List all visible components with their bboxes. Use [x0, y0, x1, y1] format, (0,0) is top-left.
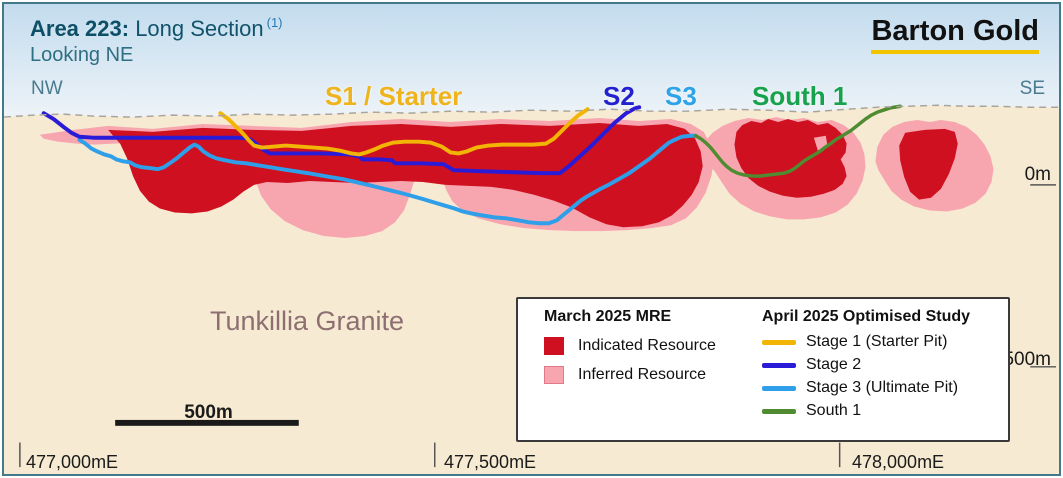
legend-mre-title: March 2025 MRE	[544, 308, 672, 325]
sky-background	[4, 4, 1059, 127]
direction-label-nw: NW	[31, 78, 63, 99]
legend-item-label: Stage 1 (Starter Pit)	[806, 333, 948, 350]
stage3-ultimate-pit-line	[77, 133, 698, 226]
stage2-pit-line	[41, 105, 642, 176]
page-title: Area 223: Long Section (1)	[30, 15, 283, 42]
easting-label-477500: 477,500mE	[444, 452, 537, 472]
page-title-area: Area 223:	[30, 16, 130, 41]
elevation-label-0m: 0m	[1024, 164, 1051, 185]
page-title-footnote: (1)	[266, 15, 283, 30]
legend-item-stage2: Stage 2	[762, 356, 970, 373]
scale-bar-label: 500m	[184, 402, 233, 423]
indicated-resource-swatch	[544, 337, 564, 355]
page-subtitle: Looking NE	[30, 44, 134, 66]
south1-pit-line	[694, 104, 902, 178]
scale-bar	[115, 419, 299, 426]
legend-item-label: South 1	[806, 402, 862, 419]
legend-item-stage3: Stage 3 (Ultimate Pit)	[762, 379, 970, 396]
legend-study-title: April 2025 Optimised Study	[762, 308, 971, 325]
stage3-line-swatch	[762, 385, 796, 391]
surface-line	[4, 104, 1059, 118]
easting-label-478000: 478,000mE	[852, 452, 945, 472]
company-logo: Barton Gold	[871, 15, 1039, 54]
legend-item-label: Stage 3 (Ultimate Pit)	[806, 379, 959, 396]
indicated-resource-east	[899, 128, 958, 200]
legend-item-stage1: Stage 1 (Starter Pit)	[762, 333, 970, 350]
legend-item-south1: South 1	[762, 402, 970, 419]
legend-mre-column: March 2025 MRE Indicated Resource Inferr…	[518, 299, 762, 440]
legend-box: March 2025 MRE Indicated Resource Inferr…	[516, 297, 1010, 442]
stage1-pit-line	[218, 107, 590, 157]
easting-label-477000: 477,000mE	[26, 452, 119, 472]
legend-item-label: Indicated Resource	[578, 337, 716, 354]
stage1-line-swatch	[762, 339, 796, 345]
direction-label-se: SE	[1019, 78, 1045, 99]
page-title-rest: Long Section	[129, 16, 264, 41]
south1-line-swatch	[762, 408, 796, 414]
south1-label: South 1	[752, 81, 848, 111]
geology-unit-label: Tunkillia Granite	[210, 306, 405, 336]
stage3-label: S3	[665, 81, 697, 111]
stage1-starter-label: S1 / Starter	[325, 81, 463, 111]
legend-item-label: Inferred Resource	[578, 366, 707, 383]
inferred-resource-swatch	[544, 366, 564, 384]
legend-study-column: April 2025 Optimised Study Stage 1 (Star…	[762, 299, 970, 440]
elevation-label-minus500m: -500m	[997, 349, 1051, 370]
legend-item-inferred: Inferred Resource	[544, 366, 762, 384]
legend-item-label: Stage 2	[806, 356, 862, 373]
legend-item-indicated: Indicated Resource	[544, 337, 762, 355]
stage2-line-swatch	[762, 362, 796, 368]
stage2-label: S2	[603, 81, 635, 111]
company-logo-text: Barton Gold	[871, 15, 1039, 47]
indicated-resource-main	[108, 122, 703, 228]
logo-underline	[871, 50, 1039, 54]
